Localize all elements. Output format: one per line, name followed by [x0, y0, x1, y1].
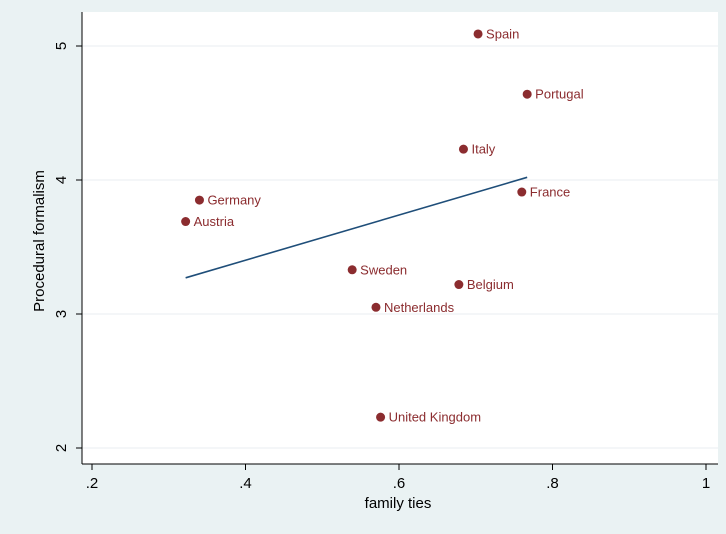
data-labels: Spain Portugal Italy France Germany Austria Sw… — [194, 26, 584, 424]
x-tick-label: .2 — [86, 475, 99, 492]
data-point — [473, 29, 483, 39]
data-point — [454, 280, 464, 290]
y-tick-label: 3 — [53, 310, 70, 318]
data-point — [194, 195, 204, 205]
data-point — [181, 217, 191, 227]
x-tick-label: .6 — [393, 475, 406, 492]
data-label: Sweden — [360, 262, 407, 277]
data-label: France — [530, 185, 570, 200]
data-point — [347, 265, 357, 275]
data-label: Italy — [471, 142, 495, 157]
data-label: Austria — [194, 214, 235, 229]
data-label: Belgium — [467, 277, 514, 292]
data-point — [371, 302, 381, 312]
x-tick-label: 1 — [702, 475, 710, 492]
data-point — [522, 89, 532, 99]
data-label: Spain — [486, 26, 519, 41]
x-axis-title: family ties — [365, 495, 432, 512]
data-points — [181, 29, 532, 422]
data-point — [517, 187, 527, 197]
y-tick-label: 5 — [53, 42, 70, 50]
fit-line — [185, 176, 528, 279]
data-point — [458, 144, 468, 154]
data-label: Germany — [207, 193, 261, 208]
data-label: Portugal — [535, 87, 584, 102]
grid-lines — [82, 45, 718, 449]
y-axis-title: Procedural formalism — [31, 170, 48, 312]
y-tick-label: 2 — [53, 444, 70, 452]
y-tick-label: 4 — [53, 176, 70, 184]
data-label: Netherlands — [384, 300, 455, 315]
plot-area — [82, 12, 718, 464]
x-tick-label: .4 — [239, 475, 252, 492]
data-point — [376, 412, 386, 422]
axes: 2 3 4 5 .2 .4 .6 .8 1 — [53, 12, 718, 492]
fit-line-group — [185, 176, 528, 279]
data-label: United Kingdom — [389, 410, 482, 425]
x-tick-label: .8 — [546, 475, 559, 492]
